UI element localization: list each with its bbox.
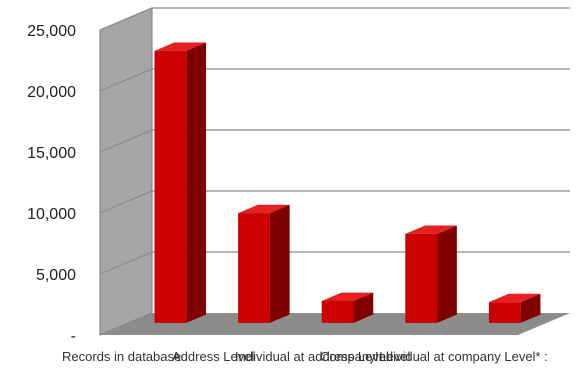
gridline bbox=[99, 7, 570, 31]
gridlines bbox=[99, 7, 570, 275]
bar bbox=[321, 292, 374, 323]
y-tick-label: 25,000 bbox=[27, 23, 76, 40]
bar-side bbox=[269, 204, 290, 323]
bar bbox=[238, 204, 290, 323]
bar-top bbox=[488, 293, 541, 303]
y-tick-label: 15,000 bbox=[27, 145, 76, 162]
gridline bbox=[99, 129, 570, 153]
bar bbox=[405, 225, 457, 323]
bar-front bbox=[238, 213, 270, 323]
bar-top bbox=[154, 42, 207, 51]
bar-top bbox=[238, 204, 290, 214]
gridline bbox=[99, 68, 570, 92]
y-tick-label: 20,000 bbox=[27, 84, 76, 101]
bar-front bbox=[405, 233, 438, 323]
bar-side bbox=[186, 42, 207, 323]
back-wall bbox=[152, 8, 570, 313]
x-tick-label: Company Level bbox=[320, 349, 410, 364]
bar-side bbox=[353, 292, 374, 323]
bars bbox=[154, 42, 541, 323]
side-wall bbox=[99, 7, 153, 336]
bar bbox=[488, 293, 541, 323]
bar-top bbox=[321, 292, 374, 301]
y-tick-label: 5,000 bbox=[36, 267, 76, 284]
bar bbox=[154, 42, 207, 323]
bar-side bbox=[437, 225, 457, 323]
gridline bbox=[99, 190, 570, 214]
bar-top bbox=[405, 225, 457, 234]
x-tick-label: Address Level bbox=[172, 349, 254, 364]
y-tick-label: - bbox=[71, 328, 76, 345]
y-tick-label: 10,000 bbox=[27, 206, 76, 223]
x-tick-label: Individual at address Level bbox=[235, 349, 389, 364]
floor bbox=[100, 313, 570, 335]
x-tick-label: Individual at company Level* : bbox=[375, 349, 548, 364]
x-tick-label: Records in database bbox=[62, 349, 181, 364]
bar-front bbox=[154, 50, 187, 323]
bar-front bbox=[321, 300, 354, 323]
bar-front bbox=[488, 302, 521, 323]
y-axis: - 5,000 10,000 15,000 20,000 25,000 bbox=[27, 23, 76, 345]
bar-side bbox=[520, 293, 541, 323]
